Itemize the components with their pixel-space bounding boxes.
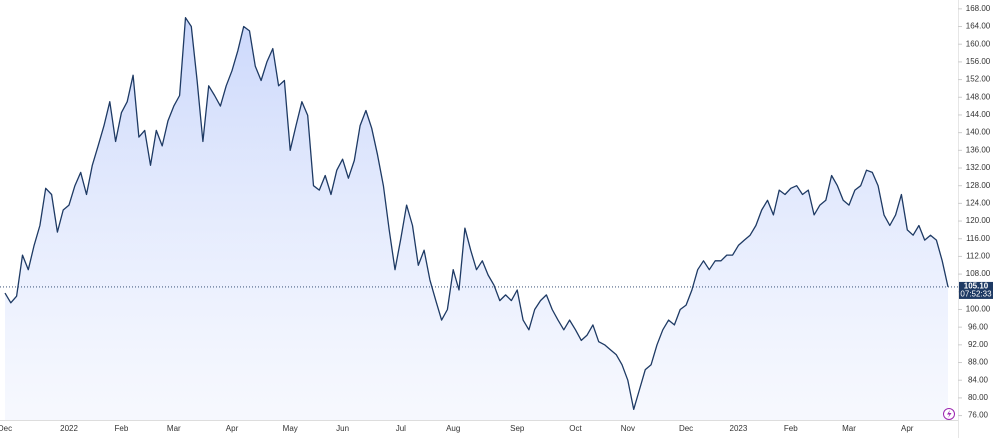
y-tick-label: 156.00 [966, 57, 991, 66]
y-tick-label: 132.00 [966, 163, 991, 172]
y-tick-label: 80.00 [968, 393, 989, 402]
y-tick-label: 108.00 [966, 269, 991, 278]
x-tick-label: Feb [115, 424, 129, 433]
y-tick-label: 152.00 [966, 75, 991, 84]
y-tick-label: 168.00 [966, 4, 991, 13]
y-tick-label: 88.00 [968, 358, 989, 367]
y-tick-label: 164.00 [966, 22, 991, 31]
y-tick-label: 96.00 [968, 322, 989, 331]
y-tick-label: 84.00 [968, 375, 989, 384]
last-price-label: 105.10 [964, 282, 989, 291]
y-tick-label: 148.00 [966, 92, 991, 101]
x-tick-label: Apr [226, 424, 239, 433]
y-tick-label: 140.00 [966, 128, 991, 137]
x-tick-label: 2022 [60, 424, 78, 433]
x-tick-label: 2023 [730, 424, 748, 433]
y-tick-label: 112.00 [966, 252, 990, 261]
y-tick-label: 128.00 [966, 181, 991, 190]
x-tick-label: Sep [510, 424, 525, 433]
x-tick-label: Apr [901, 424, 914, 433]
y-tick-label: 124.00 [966, 198, 991, 207]
area-fill [5, 17, 948, 420]
x-tick-label: May [283, 424, 298, 433]
x-tick-label: Dec [0, 424, 12, 433]
countdown-label: 07:52:33 [960, 290, 992, 299]
x-tick-label: Aug [446, 424, 460, 433]
y-tick-label: 92.00 [968, 340, 989, 349]
y-tick-label: 76.00 [968, 411, 989, 420]
x-tick-label: Oct [569, 424, 582, 433]
x-tick-label: Nov [621, 424, 635, 433]
y-tick-label: 136.00 [966, 145, 991, 154]
y-tick-label: 120.00 [966, 216, 991, 225]
x-tick-label: Feb [784, 424, 798, 433]
y-tick-label: 100.00 [966, 305, 991, 314]
y-tick-label: 116.00 [966, 234, 990, 243]
y-tick-label: 144.00 [966, 110, 991, 119]
last-price-badge [959, 281, 993, 299]
price-line [4, 17, 949, 411]
x-tick-label: Jun [336, 424, 349, 433]
x-tick-label: Mar [167, 424, 181, 433]
x-tick-label: Jul [396, 424, 406, 433]
y-tick-label: 160.00 [966, 39, 991, 48]
x-tick-label: Mar [842, 424, 856, 433]
x-tick-label: Dec [679, 424, 693, 433]
lightning-icon[interactable] [943, 408, 955, 420]
